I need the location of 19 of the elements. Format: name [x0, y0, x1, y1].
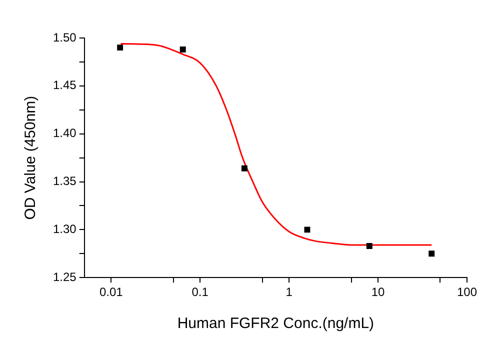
y-tick-label: 1.30 — [52, 222, 77, 236]
x-tick-label: 0.01 — [99, 285, 124, 300]
point — [304, 226, 310, 233]
point — [241, 165, 248, 172]
point — [428, 250, 435, 257]
x-tick-label: 1 — [286, 285, 293, 300]
x-tick-label: 10 — [371, 285, 386, 300]
y-tick-label: 1.25 — [52, 270, 77, 284]
x-tick-label: 0.1 — [192, 285, 209, 300]
y-tick-label: 1.45 — [52, 78, 77, 92]
y-axis-title: OD Value (450nm) — [22, 96, 40, 220]
x-axis-title: Human FGFR2 Conc.(ng/mL) — [177, 315, 374, 332]
point — [117, 44, 124, 51]
y-tick-label: 1.50 — [52, 30, 77, 44]
y-tick-label: 1.35 — [52, 174, 77, 188]
y-tick-label: 1.40 — [52, 126, 77, 140]
x-tick-label: 100 — [456, 285, 478, 300]
point — [366, 243, 372, 249]
point — [180, 46, 186, 52]
